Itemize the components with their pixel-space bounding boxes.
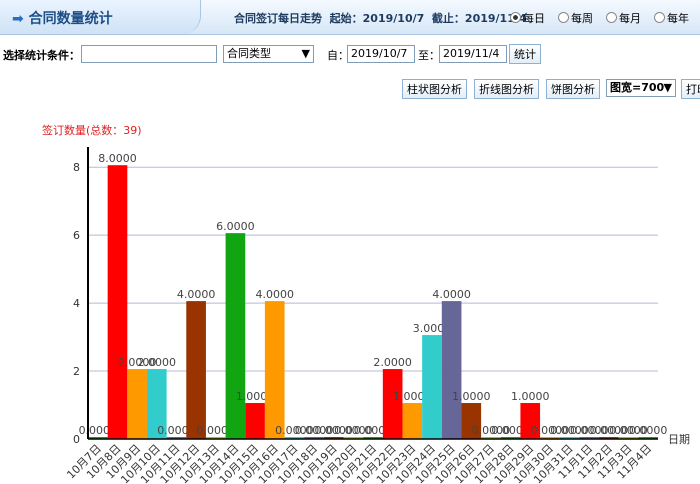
from-label: 自： [327,49,349,62]
bar [363,437,383,439]
bar [186,301,206,439]
value-label: 1.0000 [511,390,550,403]
y-tick-label: 8 [73,161,80,174]
value-label: 0.0000 [629,424,668,437]
value-label: 1.0000 [393,390,432,403]
bar [520,403,541,439]
bar [88,437,108,439]
bar [225,233,246,439]
period-radio[interactable]: 每年 [654,10,689,26]
value-label: 0.0000 [472,424,511,437]
bar [245,403,265,439]
header-tab [0,0,201,34]
bar [205,437,226,439]
header-info: 合同签订每日走势 起始：2019/10/7 截止：2019/11/4 [234,12,527,25]
value-label: 6.0000 [216,220,255,233]
bar [638,437,658,439]
value-label: 0.0000 [531,424,570,437]
bar [461,403,482,439]
value-label: 1.0000 [236,390,275,403]
value-label: 4.0000 [432,288,471,301]
value-label: 0.0000 [275,424,314,437]
bar [540,437,560,439]
bar [284,437,305,439]
value-label: 0.0000 [157,424,196,437]
line-chart-button[interactable]: 折线图分析 [474,79,539,99]
bar [382,369,403,439]
bar [127,369,147,439]
period-radio[interactable]: 每月 [606,10,641,26]
radio-label: 每周 [571,12,593,25]
value-label: 2.0000 [138,356,177,369]
bar [618,437,639,439]
title-text: 合同数量统计 [28,11,113,27]
bar [481,437,501,439]
submit-button[interactable]: 统计 [509,44,541,64]
bar [343,437,364,439]
value-label: 0.0000 [334,424,373,437]
search-input[interactable] [81,45,217,63]
chart-subtitle: 签订数量(总数：39) [42,123,142,137]
value-label: 0.0000 [550,424,589,437]
bar [500,437,521,439]
bar [559,437,580,439]
select-text: 图宽=700 [610,81,665,94]
value-label: 3.0000 [413,322,452,335]
period-radio[interactable]: 每周 [558,10,593,26]
period-radio[interactable]: 每日 [510,10,545,26]
bar [264,301,285,439]
radio-label: 每年 [667,12,689,25]
value-label: 0.0000 [491,424,530,437]
width-select[interactable]: 图宽=700 ▼ [606,79,676,97]
y-tick-label: 0 [73,433,80,446]
to-input[interactable]: 2019/11/4 [439,45,507,63]
radio-label: 每月 [619,12,641,25]
bar [304,437,324,439]
pie-chart-button[interactable]: 饼图分析 [546,79,600,99]
from-input[interactable]: 2019/10/7 [347,45,415,63]
header-title: ➡ 合同数量统计 [12,11,113,27]
value-label: 1.0000 [452,390,491,403]
value-label: 0.0000 [295,424,334,437]
filter-label: 选择统计条件： [3,49,80,62]
print-button[interactable]: 打印 [681,79,700,99]
value-label: 8.0000 [98,152,137,165]
select-text: 合同类型 [227,47,271,60]
bar [441,301,462,439]
value-label: 4.0000 [255,288,294,301]
bar [422,335,442,439]
value-label: 4.0000 [177,288,216,301]
bar [402,403,423,439]
x-axis-label: 日期 [668,433,690,446]
bar-chart-button[interactable]: 柱状图分析 [402,79,467,99]
bar [323,437,344,439]
y-tick-label: 6 [73,229,80,242]
value-label: 0.0000 [590,424,629,437]
bar [599,437,619,439]
value-label: 0.0000 [197,424,236,437]
bar [166,437,187,439]
bar [579,437,600,439]
bar [107,165,128,439]
to-label: 至： [418,49,440,62]
radio-label: 每日 [523,12,545,25]
chart: 签订数量(总数：39) 日期 024680.000010月7日8.000010月… [42,123,690,484]
y-tick-label: 2 [73,365,80,378]
value-label: 0.0000 [609,424,648,437]
type-select[interactable]: 合同类型 ▼ [223,45,314,63]
y-tick-label: 4 [73,297,80,310]
value-label: 2.0000 [118,356,157,369]
value-label: 0.0000 [354,424,393,437]
value-label: 2.0000 [373,356,412,369]
value-label: 0.0000 [570,424,609,437]
value-label: 0.0000 [314,424,353,437]
bar [146,369,167,439]
